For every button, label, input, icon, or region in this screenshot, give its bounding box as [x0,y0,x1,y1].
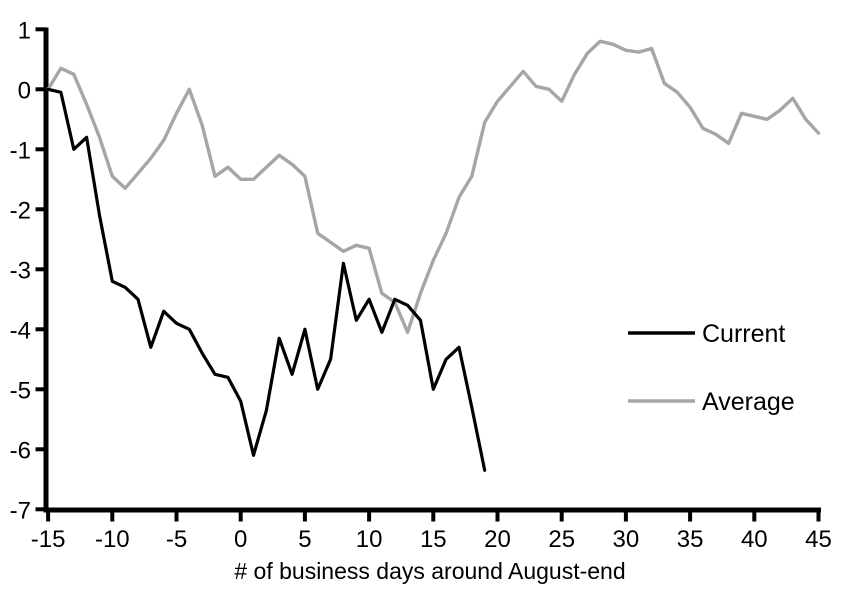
current-series-line [46,87,487,472]
y-tick-label: -3 [10,257,31,284]
x-tick-label: 20 [484,526,511,553]
y-tick-label: 1 [18,17,31,44]
x-tick-label: 10 [356,526,383,553]
legend-current-label: Current [702,320,785,348]
y-tick-label: -6 [10,437,31,464]
x-tick-label: -15 [31,526,66,553]
x-axis-ticks [46,510,821,522]
x-tick-label: -5 [166,526,187,553]
x-tick-label: 15 [420,526,447,553]
legend: Current Average [628,320,795,416]
y-axis-tick-labels: 1 0 -1 -2 -3 -4 -5 -6 -7 [10,17,31,524]
y-axis-ticks [35,27,46,512]
y-tick-label: -4 [10,317,31,344]
x-tick-label: 5 [298,526,311,553]
average-series-line [46,39,821,334]
x-tick-label: 40 [741,526,768,553]
x-axis-title: # of business days around August-end [234,558,625,584]
y-tick-label: -5 [10,377,31,404]
y-tick-label: -2 [10,197,31,224]
x-tick-label: 25 [548,526,575,553]
legend-average-label: Average [702,388,795,416]
x-tick-label: 45 [805,526,832,553]
y-tick-label: -1 [10,137,31,164]
x-tick-label: 0 [234,526,247,553]
x-tick-label: 35 [677,526,704,553]
x-axis-tick-labels: -15 -10 -5 0 5 10 15 20 25 30 35 40 45 [31,526,832,553]
x-tick-label: 30 [613,526,640,553]
y-tick-label: 0 [18,77,31,104]
x-tick-label: -10 [95,526,130,553]
y-tick-label: -7 [10,497,31,524]
